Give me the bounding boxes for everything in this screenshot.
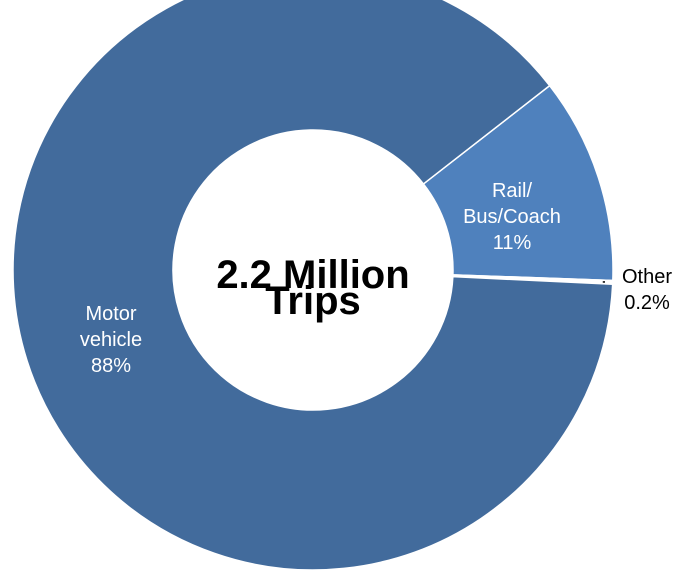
center-label-line-2: Trips <box>265 279 361 323</box>
slices-group <box>12 0 614 571</box>
slice-label-1-line-0: Other <box>622 266 672 288</box>
labels-group: Rail/Bus/Coach 11% Other 0.2% Motor vehicle 88… <box>80 180 672 377</box>
slice-motor-vehicle <box>12 0 614 571</box>
center-label-line-1: 2.2 Million <box>216 253 409 297</box>
slice-label-1-line-1: 0.2% <box>624 292 670 314</box>
slice-label-0-line-0: Rail/ <box>492 180 532 202</box>
slice-label-2-line-2: 88% <box>91 355 131 377</box>
slice-label-2-line-1: vehicle <box>80 329 142 351</box>
slice-label-0-line-2: 11% <box>493 232 532 254</box>
slice-rail-bus-coach <box>422 84 614 282</box>
slice-label-2-line-0: Motor <box>85 303 136 325</box>
slice-label-0-line-1: Bus/Coach <box>463 206 561 228</box>
